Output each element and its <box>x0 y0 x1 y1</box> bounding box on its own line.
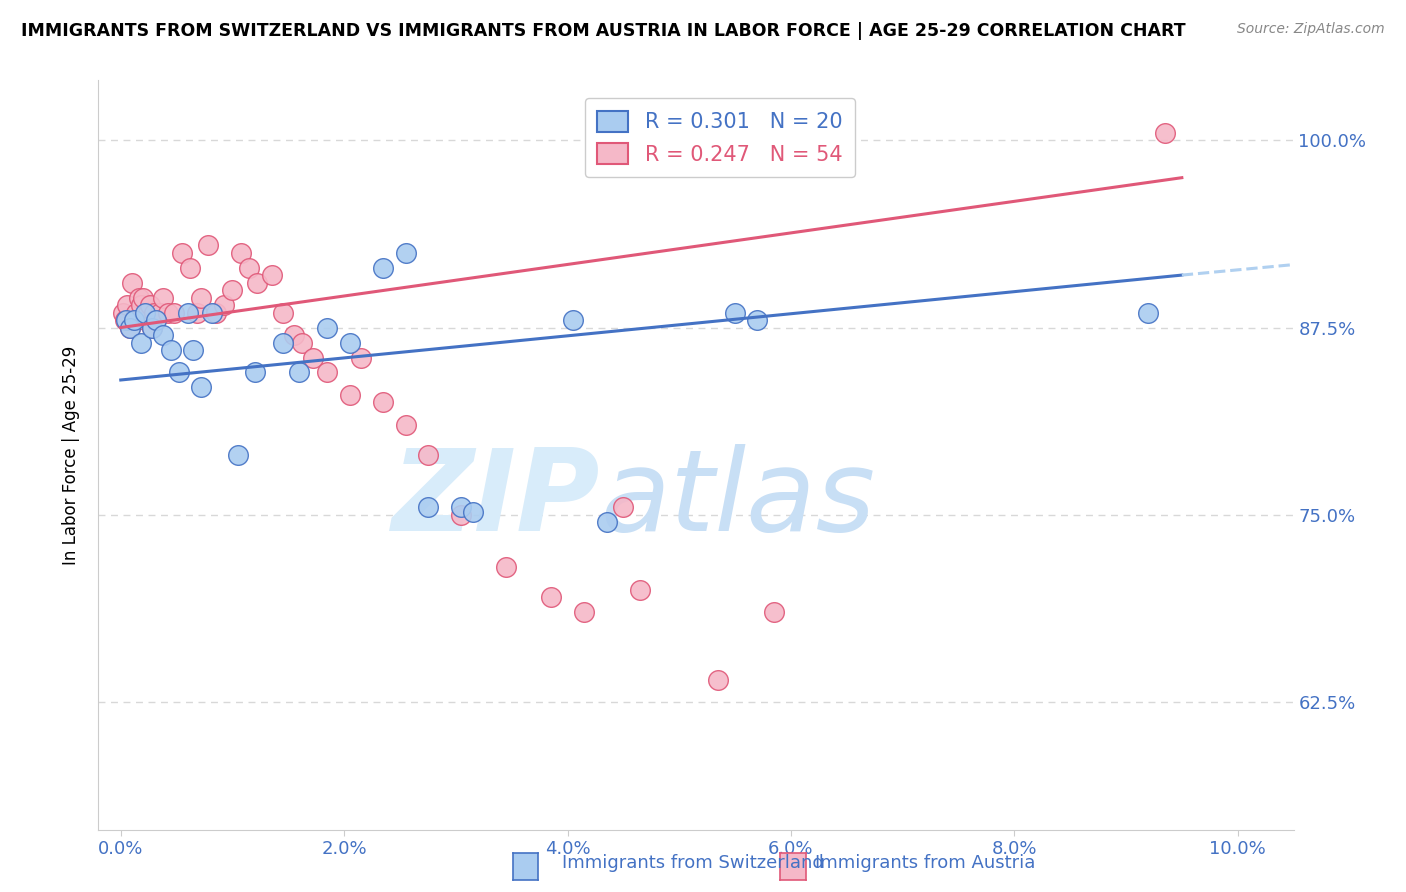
Point <box>316 320 339 334</box>
Point <box>260 268 283 282</box>
Point <box>1154 126 1177 140</box>
Point <box>628 582 651 597</box>
Point <box>1137 305 1160 319</box>
Point <box>562 313 585 327</box>
Point <box>763 605 786 619</box>
Text: ZIP: ZIP <box>392 444 600 556</box>
Point <box>394 245 416 260</box>
Point <box>186 305 208 319</box>
Point <box>416 448 439 462</box>
Point <box>450 500 472 515</box>
Point <box>117 298 139 312</box>
Point <box>190 380 212 394</box>
Point <box>302 351 325 365</box>
Point <box>163 305 186 319</box>
Point <box>373 260 395 275</box>
Point <box>172 245 194 260</box>
Point <box>231 245 253 260</box>
Point <box>145 313 167 327</box>
Point <box>288 366 311 380</box>
Point <box>121 276 143 290</box>
Point <box>246 276 269 290</box>
Point <box>136 305 159 319</box>
Point <box>118 320 141 334</box>
Point <box>156 305 179 319</box>
Point <box>143 305 166 319</box>
Point <box>271 335 294 350</box>
Point <box>129 335 152 350</box>
Point <box>373 395 395 409</box>
Point <box>160 343 183 357</box>
Point <box>394 417 416 432</box>
Point <box>212 298 235 312</box>
Point <box>271 305 294 319</box>
Legend: R = 0.301   N = 20, R = 0.247   N = 54: R = 0.301 N = 20, R = 0.247 N = 54 <box>585 98 855 177</box>
Point <box>226 448 249 462</box>
Point <box>450 508 472 522</box>
Point <box>183 343 205 357</box>
Point <box>125 305 148 319</box>
Point <box>197 238 219 252</box>
Point <box>495 560 517 574</box>
Text: IMMIGRANTS FROM SWITZERLAND VS IMMIGRANTS FROM AUSTRIA IN LABOR FORCE | AGE 25-2: IMMIGRANTS FROM SWITZERLAND VS IMMIGRANT… <box>21 22 1185 40</box>
Point <box>595 516 617 530</box>
Point <box>316 366 339 380</box>
Point <box>129 298 152 312</box>
Point <box>128 291 150 305</box>
Point <box>179 260 201 275</box>
Point <box>540 591 562 605</box>
Point <box>141 320 163 334</box>
Point <box>118 320 141 334</box>
Point <box>190 291 212 305</box>
Point <box>139 298 162 312</box>
Point <box>167 366 190 380</box>
Point <box>114 313 136 327</box>
Point <box>152 291 174 305</box>
Point <box>141 320 163 334</box>
Point <box>145 313 167 327</box>
Point <box>612 500 634 515</box>
Point <box>350 351 373 365</box>
Point <box>204 305 226 319</box>
Point <box>132 291 155 305</box>
Point <box>243 366 266 380</box>
Text: atlas: atlas <box>600 444 876 556</box>
Y-axis label: In Labor Force | Age 25-29: In Labor Force | Age 25-29 <box>62 345 80 565</box>
Point <box>416 500 439 515</box>
Point <box>115 313 138 327</box>
Point <box>283 328 305 343</box>
Point <box>122 313 145 327</box>
Point <box>201 305 224 319</box>
Point <box>111 305 134 319</box>
Point <box>238 260 260 275</box>
Text: Immigrants from Switzerland: Immigrants from Switzerland <box>562 855 824 872</box>
Text: Immigrants from Austria: Immigrants from Austria <box>815 855 1036 872</box>
Point <box>339 335 361 350</box>
Point <box>149 305 172 319</box>
Point <box>747 313 769 327</box>
Point <box>707 673 730 687</box>
Point <box>339 388 361 402</box>
Point <box>461 505 484 519</box>
Text: Source: ZipAtlas.com: Source: ZipAtlas.com <box>1237 22 1385 37</box>
Point <box>177 305 200 319</box>
Point <box>291 335 314 350</box>
Point <box>152 328 174 343</box>
Point <box>724 305 747 319</box>
Point <box>122 313 145 327</box>
Point <box>134 305 156 319</box>
Point <box>134 313 156 327</box>
Point <box>574 605 596 619</box>
Point <box>221 283 243 297</box>
